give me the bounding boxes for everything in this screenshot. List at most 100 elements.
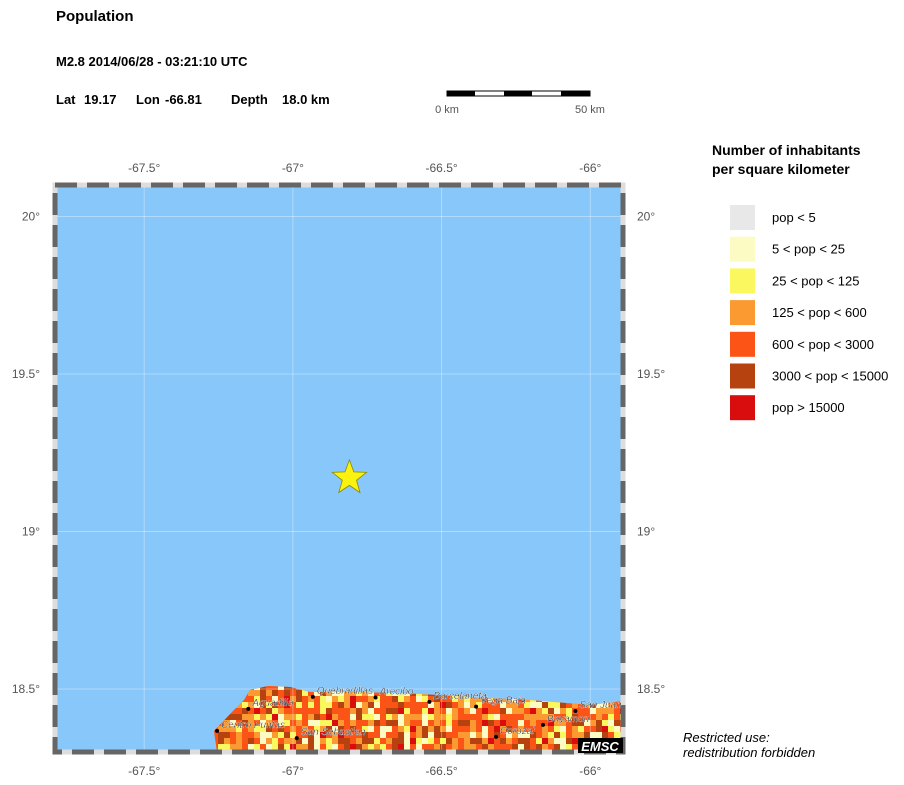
land-pixel: [398, 732, 404, 738]
land-pixel: [386, 708, 392, 714]
land-pixel: [242, 726, 248, 732]
land-pixel: [338, 714, 344, 720]
land-pixel: [434, 720, 440, 726]
land-pixel: [560, 738, 566, 744]
land-pixel: [290, 690, 296, 696]
land-pixel: [248, 690, 254, 696]
land-pixel: [284, 720, 290, 726]
land-pixel: [248, 732, 254, 738]
land-pixel: [326, 732, 332, 738]
lon-tick-label: -66°: [579, 161, 601, 175]
land-pixel: [428, 744, 434, 750]
land-pixel: [446, 720, 452, 726]
land-pixel: [362, 726, 368, 732]
land-pixel: [434, 732, 440, 738]
land-pixel: [326, 690, 332, 696]
land-pixel: [530, 708, 536, 714]
legend-label: pop > 15000: [772, 400, 845, 415]
land-pixel: [494, 696, 500, 702]
land-pixel: [554, 720, 560, 726]
land-pixel: [290, 714, 296, 720]
land-pixel: [596, 732, 602, 738]
land-pixel: [500, 714, 506, 720]
land-pixel: [332, 744, 338, 750]
lat-tick-label: 20°: [22, 210, 40, 224]
land-pixel: [362, 708, 368, 714]
land-pixel: [362, 714, 368, 720]
land-pixel: [350, 744, 356, 750]
land-pixel: [314, 714, 320, 720]
land-pixel: [416, 744, 422, 750]
land-pixel: [374, 708, 380, 714]
land-pixel: [218, 744, 224, 750]
land-pixel: [254, 702, 260, 708]
land-pixel: [248, 726, 254, 732]
land-pixel: [410, 708, 416, 714]
land-pixel: [554, 726, 560, 732]
lon-value: -66.81: [165, 92, 202, 107]
land-pixel: [566, 732, 572, 738]
land-pixel: [482, 726, 488, 732]
land-pixel: [554, 738, 560, 744]
land-pixel: [368, 696, 374, 702]
land-pixel: [434, 738, 440, 744]
badge-bg: [578, 738, 623, 753]
land-pixel: [214, 738, 218, 744]
land-pixel: [476, 726, 482, 732]
land-pixel: [548, 708, 554, 714]
land-pixel: [332, 720, 338, 726]
land-pixel: [596, 720, 602, 726]
land-pixel: [242, 714, 248, 720]
land-pixel: [344, 720, 350, 726]
land-pixel: [464, 738, 470, 744]
land-pixel: [368, 732, 374, 738]
land-pixel: [404, 738, 410, 744]
city-dot: [310, 694, 315, 699]
legend-label: pop < 5: [772, 210, 816, 225]
legend-swatch: [730, 236, 755, 262]
land-pixel: [524, 732, 530, 738]
land-pixel: [344, 708, 350, 714]
land-pixel: [302, 726, 308, 732]
land-pixel: [214, 726, 218, 732]
land-pixel: [266, 708, 272, 714]
land-pixel: [308, 690, 314, 696]
land-pixel: [452, 726, 458, 732]
land-pixel: [296, 690, 302, 696]
land-pixel: [440, 726, 446, 732]
legend-swatch: [730, 268, 755, 294]
land-pixel: [518, 720, 524, 726]
land-pixel: [428, 732, 434, 738]
land-pixel: [266, 732, 272, 738]
land-pixel: [470, 726, 476, 732]
land-pixel: [614, 732, 620, 738]
land-pixel: [464, 696, 470, 702]
land-pixel: [548, 720, 554, 726]
land-pixel: [602, 702, 608, 708]
land-pixel: [284, 744, 290, 750]
land-pixel: [272, 690, 278, 696]
land-pixel: [536, 708, 542, 714]
land-pixel: [260, 744, 266, 750]
land-pixel: [416, 702, 422, 708]
land-pixel: [488, 732, 494, 738]
land-pixel: [536, 714, 542, 720]
land-pixel: [374, 720, 380, 726]
sea: [55, 185, 623, 752]
land-pixel: [434, 708, 440, 714]
land-pixel: [572, 732, 578, 738]
land-pixel: [302, 714, 308, 720]
land-pixel: [542, 744, 548, 750]
land-pixel: [320, 732, 326, 738]
land-pixel: [290, 732, 296, 738]
land-pixel: [350, 702, 356, 708]
land-pixel: [332, 702, 338, 708]
land-pixel: [452, 714, 458, 720]
land-pixel: [368, 726, 374, 732]
land-pixel: [512, 738, 518, 744]
land-pixel: [536, 720, 542, 726]
land-pixel: [482, 696, 488, 702]
land-pixel: [284, 726, 290, 732]
land-pixel: [422, 702, 428, 708]
land-pixel: [530, 726, 536, 732]
